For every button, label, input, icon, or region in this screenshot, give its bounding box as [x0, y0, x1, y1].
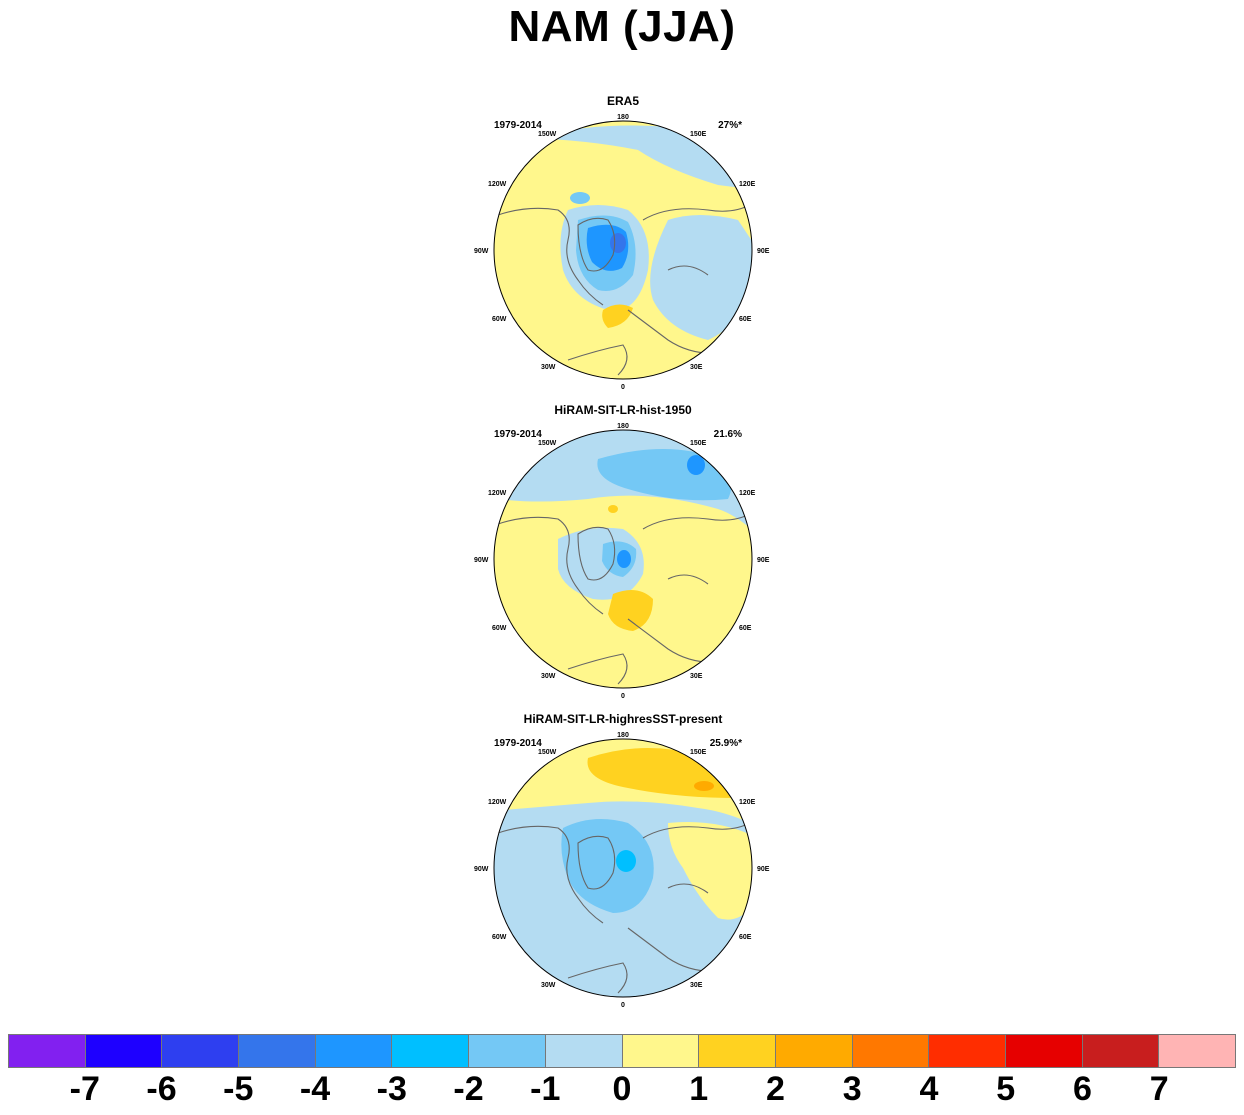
panel-hiram-highres: HiRAM-SIT-LR-highresSST-present 1979-201…	[468, 712, 778, 1012]
colorbar-box	[239, 1035, 316, 1067]
colorbar-tick-label: 0	[612, 1070, 632, 1108]
polar-map: 180 0 90W 90E 150W 150E 120W 120E 60W 60…	[474, 114, 770, 391]
colorbar-tick-label: -6	[146, 1070, 177, 1108]
lon-label-bottom: 0	[621, 1002, 625, 1009]
lon-label-90w: 90W	[474, 866, 489, 873]
lon-label-90e: 90E	[757, 557, 770, 564]
colorbar-box	[929, 1035, 1006, 1067]
lon-label-120w: 120W	[488, 799, 507, 806]
panel-title: HiRAM-SIT-LR-hist-1950	[554, 403, 692, 417]
lon-label-120e: 120E	[739, 799, 756, 806]
lon-label-120w: 120W	[488, 490, 507, 497]
lon-label-120w: 120W	[488, 181, 507, 188]
lon-label-90e: 90E	[757, 866, 770, 873]
lon-label-bottom: 0	[621, 693, 625, 700]
variance-label: 25.9%*	[709, 738, 742, 749]
colorbar-box	[545, 1035, 623, 1067]
lon-label-90e: 90E	[757, 248, 770, 255]
colorbar-tick-label: -2	[453, 1070, 484, 1108]
lon-label-bottom: 0	[621, 384, 625, 391]
colorbar-tick-label: 3	[842, 1070, 862, 1108]
panel-title: ERA5	[606, 94, 639, 108]
colorbar-tick-label: -4	[299, 1070, 331, 1108]
lon-label-top: 180	[617, 423, 629, 430]
lon-label-120e: 120E	[739, 181, 756, 188]
colorbar-tick-label: 1	[689, 1070, 709, 1108]
colorbar-tick-label: 2	[766, 1070, 785, 1108]
polar-map: 180 0 90W 90E 150W 150E 120W 120E 60W 60…	[474, 732, 770, 1009]
lon-label-top: 180	[617, 732, 629, 739]
lon-label-90w: 90W	[474, 557, 489, 564]
period-label: 1979-2014	[494, 429, 542, 440]
colorbar-box	[1082, 1035, 1160, 1067]
colorbar-box	[852, 1035, 930, 1067]
lon-label-30e: 30E	[690, 982, 703, 989]
colorbar-box	[1005, 1035, 1083, 1067]
colorbar-tick-label: -7	[69, 1070, 100, 1108]
colorbar-box	[9, 1035, 86, 1067]
colorbar-box	[85, 1035, 163, 1067]
colorbar-box	[162, 1035, 240, 1067]
lon-label-150w: 150W	[538, 749, 557, 756]
lon-label-90w: 90W	[474, 248, 489, 255]
lon-label-150e: 150E	[690, 440, 707, 447]
lon-label-30e: 30E	[690, 673, 703, 680]
lon-label-60w: 60W	[492, 934, 507, 941]
colorbar-box	[699, 1035, 776, 1067]
colorbar-tick-label: 7	[1149, 1070, 1169, 1108]
lon-label-150e: 150E	[690, 749, 707, 756]
colorbar-box	[392, 1035, 470, 1067]
lon-label-60e: 60E	[739, 934, 752, 941]
lon-label-60e: 60E	[739, 316, 752, 323]
lon-label-150w: 150W	[538, 440, 557, 447]
colorbar-box	[775, 1035, 853, 1067]
colorbar-tick-label: -5	[223, 1070, 254, 1108]
colorbar-tick-label: 5	[996, 1070, 1016, 1108]
lon-label-60w: 60W	[492, 625, 507, 632]
colorbar-box	[1159, 1035, 1235, 1067]
lon-label-30w: 30W	[541, 982, 556, 989]
figure-title: NAM (JJA)	[508, 2, 736, 51]
colorbar-tick-label: 4	[919, 1070, 939, 1108]
lon-label-120e: 120E	[739, 490, 756, 497]
colorbar-tick-label: 6	[1073, 1070, 1092, 1108]
lon-label-60e: 60E	[739, 625, 752, 632]
period-label: 1979-2014	[494, 738, 542, 749]
lon-label-30w: 30W	[541, 364, 556, 371]
colorbar-box	[469, 1035, 546, 1067]
colorbar	[8, 1034, 1236, 1068]
colorbar-tick-label: -3	[376, 1070, 407, 1108]
lon-label-top: 180	[617, 114, 629, 121]
variance-label: 21.6%	[713, 429, 742, 440]
lon-label-60w: 60W	[492, 316, 507, 323]
colorbar-box	[622, 1035, 700, 1067]
lon-label-30w: 30W	[541, 673, 556, 680]
panel-title: HiRAM-SIT-LR-highresSST-present	[523, 712, 723, 726]
period-label: 1979-2014	[494, 120, 542, 131]
lon-label-150w: 150W	[538, 131, 557, 138]
panel-era5: ERA5 1979-2014 27%* 180 0 90W 90E 150W	[468, 94, 778, 394]
variance-label: 27%*	[718, 120, 742, 131]
colorbar-tick-label: -1	[530, 1070, 561, 1108]
lon-label-150e: 150E	[690, 131, 707, 138]
colorbar-box	[315, 1035, 393, 1067]
lon-label-30e: 30E	[690, 364, 703, 371]
polar-map: 180 0 90W 90E 150W 150E 120W 120E 60W 60…	[474, 423, 770, 700]
panel-hiram-hist: HiRAM-SIT-LR-hist-1950 1979-2014 21.6% 1…	[468, 403, 778, 703]
